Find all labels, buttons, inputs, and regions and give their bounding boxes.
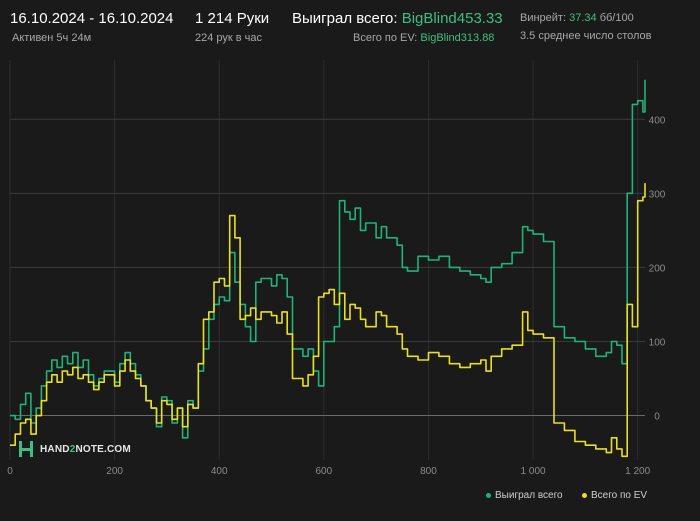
y-tick-label: 0: [654, 412, 660, 423]
ev-total: Всего по EV: BigBlind313.88: [353, 32, 494, 44]
legend-ev-label: Всего по EV: [591, 490, 648, 501]
hands-count: 1 214 Руки: [195, 10, 270, 27]
won-total-label: Выиграл всего:: [292, 10, 398, 27]
x-tick-label: 200: [106, 466, 123, 477]
legend-ev-swatch: [582, 492, 587, 498]
hand2note-logo: HAND2NOTE.COM: [18, 438, 131, 460]
x-tick-label: 600: [315, 466, 332, 477]
legend-item-won[interactable]: Выиграл всего: [486, 490, 563, 501]
active-time: Активен 5ч 24м: [12, 32, 92, 44]
hands-per-hour: 224 рук в час: [195, 32, 263, 44]
series-line-won: [10, 79, 646, 439]
winrate-unit: бб/100: [599, 12, 634, 24]
legend-won-label: Выиграл всего: [495, 490, 563, 501]
profit-chart: 0 200 400 600 800 1 000 1 200 0 100 200 300 400: [7, 60, 666, 477]
winrate-label: Винрейт:: [520, 12, 567, 24]
y-tick-label: 400: [649, 115, 666, 126]
winrate: Винрейт: 37.34 бб/100: [520, 12, 634, 24]
stats-header: 16.10.2024 - 16.10.2024 Активен 5ч 24м 1…: [0, 0, 700, 50]
hand2note-logo-text: HAND2NOTE.COM: [40, 443, 131, 455]
x-tick-label: 400: [211, 466, 228, 477]
chart-area: 0 200 400 600 800 1 000 1 200 0 100 200 300 400: [0, 50, 700, 516]
won-total: Выиграл всего: BigBlind453.33: [292, 10, 503, 27]
x-tick-label: 1 200: [625, 466, 650, 477]
won-total-value: BigBlind453.33: [401, 10, 503, 27]
hand2note-logo-icon: [19, 441, 33, 457]
ev-total-value: BigBlind313.88: [420, 32, 495, 44]
date-range: 16.10.2024 - 16.10.2024: [10, 10, 174, 27]
x-tick-label: 1 000: [521, 466, 546, 477]
legend-item-ev[interactable]: Всего по EV: [582, 490, 647, 501]
y-tick-label: 200: [649, 263, 666, 274]
avg-tables: 3.5 среднее число столов: [520, 30, 652, 42]
series-line-ev: [10, 183, 646, 458]
winrate-value: 37.34: [569, 12, 597, 24]
x-tick-label: 0: [7, 466, 13, 477]
ev-total-label: Всего по EV:: [353, 32, 418, 44]
y-tick-label: 300: [649, 189, 666, 200]
x-tick-label: 800: [420, 466, 437, 477]
y-tick-label: 100: [649, 337, 666, 348]
legend-won-swatch: [486, 492, 491, 498]
